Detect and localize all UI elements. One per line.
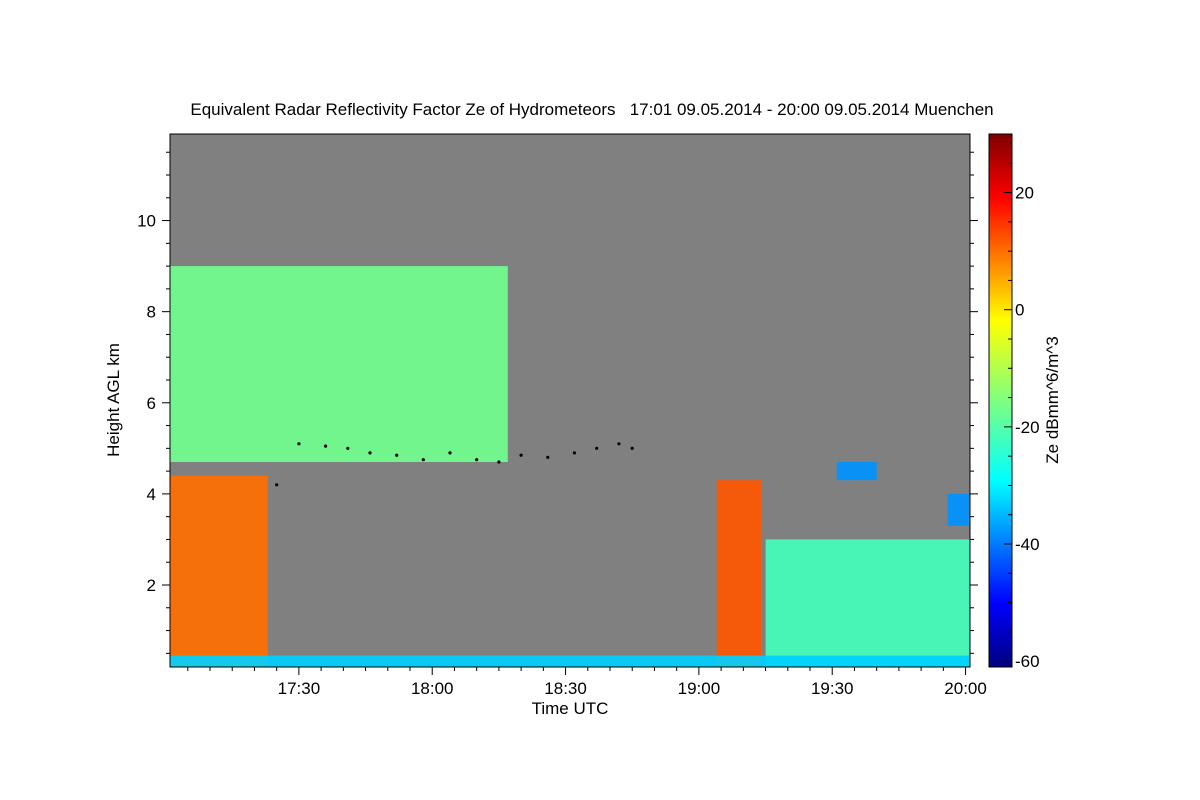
x-axis: 17:30 18:00 18:30 19:00 19:30 20:00 xyxy=(187,667,987,698)
colorbar-tick-label: -20 xyxy=(1015,418,1040,437)
echo-region-1 xyxy=(170,475,268,667)
x-axis-label: Time UTC xyxy=(532,699,609,718)
x-tick-label: 18:00 xyxy=(411,679,454,698)
colorbar-tick-label: 20 xyxy=(1015,184,1034,203)
echo-region-5 xyxy=(947,493,970,526)
cloud-base-point xyxy=(630,446,634,450)
cloud-base-point xyxy=(617,442,621,446)
echo-layer xyxy=(170,266,970,667)
y-axis: 2 4 6 8 10 xyxy=(137,151,978,654)
cloud-base-point xyxy=(346,446,350,450)
colorbar xyxy=(988,133,1013,668)
echo-region-6 xyxy=(170,655,970,667)
cloud-base-point xyxy=(497,460,501,464)
x-tick-label: 19:30 xyxy=(811,679,854,698)
plot-frame xyxy=(169,133,971,668)
y-axis-label: Height AGL km xyxy=(104,343,123,457)
echo-region-0 xyxy=(170,266,508,462)
x-tick-label: 18:30 xyxy=(544,679,587,698)
cloud-base-point xyxy=(297,442,301,446)
cloud-base-point xyxy=(572,451,577,455)
y-tick-label: 2 xyxy=(147,576,156,595)
y-tick-label: 8 xyxy=(147,303,156,322)
cloud-base-point xyxy=(475,458,479,462)
cloud-base-point xyxy=(546,455,550,459)
colorbar-tick-label: -40 xyxy=(1015,535,1040,554)
chart-title: Equivalent Radar Reflectivity Factor Ze … xyxy=(190,100,993,119)
colorbar-tick-label: 0 xyxy=(1015,301,1024,320)
y-tick-label: 10 xyxy=(137,212,156,231)
echo-region-2 xyxy=(716,480,762,667)
cloud-base-layer xyxy=(275,442,634,487)
colorbar-label: Ze dBmm^6/m^3 xyxy=(1043,336,1062,463)
y-tick-label: 4 xyxy=(147,485,156,504)
cloud-base-point xyxy=(448,451,452,455)
cloud-base-point xyxy=(275,483,279,487)
echo-region-4 xyxy=(836,462,877,481)
cloud-base-point xyxy=(395,453,399,457)
cloud-base-point xyxy=(421,458,425,462)
cloud-base-point xyxy=(519,453,523,457)
x-tick-label: 20:00 xyxy=(944,679,987,698)
cloud-base-point xyxy=(324,444,328,448)
echo-region-3 xyxy=(765,539,970,667)
x-tick-label: 19:00 xyxy=(678,679,721,698)
colorbar-tick-label: -60 xyxy=(1015,652,1040,671)
y-tick-label: 6 xyxy=(147,394,156,413)
colorbar-ticks: 20 0 -20 -40 -60 xyxy=(1004,133,1040,671)
cloud-base-point xyxy=(595,446,599,450)
cloud-base-point xyxy=(368,451,372,455)
x-tick-label: 17:30 xyxy=(278,679,321,698)
